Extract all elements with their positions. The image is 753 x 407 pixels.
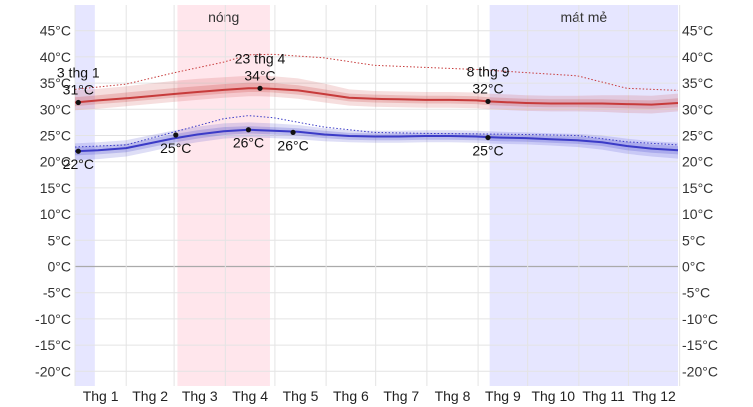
low-line bbox=[74, 128, 679, 153]
ytick-label-left: -15°C bbox=[35, 337, 71, 353]
ytick-label-right: -10°C bbox=[682, 311, 718, 327]
high-band-p10-p90 bbox=[75, 75, 678, 114]
annotation-value: 26°C bbox=[277, 137, 308, 153]
ytick-label-right: 35°C bbox=[682, 75, 713, 91]
annotation-value: 32°C bbox=[472, 80, 503, 96]
ytick-label-right: 20°C bbox=[682, 154, 713, 170]
month-label: Thg 12 bbox=[632, 388, 676, 404]
ytick-label-left: 10°C bbox=[40, 206, 71, 222]
month-label: Thg 9 bbox=[485, 388, 521, 404]
annotation-value: 31°C bbox=[63, 81, 94, 97]
annotation-value: 34°C bbox=[244, 67, 275, 83]
annotation-marker bbox=[245, 127, 252, 133]
annotation-marker bbox=[290, 129, 296, 135]
ytick-label-right: -15°C bbox=[682, 337, 718, 353]
month-label: Thg 8 bbox=[435, 388, 471, 404]
annotation-value: 25°C bbox=[472, 143, 503, 159]
annotation-date: 8 thg 9 bbox=[467, 63, 510, 79]
ytick-label-right: 5°C bbox=[682, 232, 706, 248]
month-label: Thg 10 bbox=[531, 388, 575, 404]
ytick-label-left: 0°C bbox=[48, 259, 72, 275]
ytick-label-right: -20°C bbox=[682, 363, 718, 379]
annotation-date: 3 thg 1 bbox=[57, 64, 100, 80]
ytick-label-left: 25°C bbox=[40, 128, 71, 144]
month-label: Thg 7 bbox=[383, 388, 419, 404]
ytick-label-left: 15°C bbox=[40, 180, 71, 196]
annotation-marker bbox=[485, 98, 491, 105]
ytick-label-left: -20°C bbox=[35, 363, 71, 379]
axis-labels: -20°C -20°C -15°C -15°C -10°C -10°C -5°C -5°C 0°… bbox=[35, 23, 718, 404]
season-band bbox=[75, 5, 95, 386]
annotations: 3 thg 131°C 23 thg 434°C 8 thg 932°C 22°C 25… bbox=[57, 50, 510, 172]
ytick-label-right: 45°C bbox=[682, 23, 713, 39]
month-label: Thg 1 bbox=[83, 388, 119, 404]
ytick-label-right: 30°C bbox=[682, 101, 713, 117]
annotation-marker bbox=[257, 85, 263, 91]
ytick-label-right: 0°C bbox=[682, 259, 706, 275]
season-label: mát mẻ bbox=[560, 9, 607, 25]
ytick-label-right: 10°C bbox=[682, 206, 713, 222]
annotation-date: 23 thg 4 bbox=[235, 50, 286, 66]
month-label: Thg 2 bbox=[132, 388, 168, 404]
annotation-marker bbox=[75, 148, 81, 154]
ytick-label-left: 35°C bbox=[40, 75, 71, 91]
ytick-label-left: 45°C bbox=[40, 23, 71, 39]
annotation-marker bbox=[173, 132, 179, 138]
annotation-value: 26°C bbox=[233, 135, 264, 151]
season-band bbox=[489, 5, 678, 386]
ytick-label-right: 40°C bbox=[682, 49, 713, 65]
month-label: Thg 11 bbox=[582, 388, 625, 404]
annotation-marker bbox=[485, 134, 491, 141]
ytick-label-left: 30°C bbox=[40, 101, 71, 117]
low-band-p25-p75 bbox=[75, 126, 678, 156]
ytick-label-left: -10°C bbox=[35, 311, 71, 327]
ytick-label-right: 15°C bbox=[682, 180, 713, 196]
high-line bbox=[74, 87, 679, 106]
ytick-label-left: -5°C bbox=[43, 285, 71, 301]
month-label: Thg 4 bbox=[232, 388, 268, 404]
ytick-label-left: 40°C bbox=[40, 49, 71, 65]
month-label: Thg 3 bbox=[182, 388, 218, 404]
season-bands: nóng mát mẻ bbox=[75, 5, 678, 386]
annotation-value: 22°C bbox=[63, 156, 94, 172]
record-max-line bbox=[74, 53, 679, 91]
series-lines bbox=[74, 53, 679, 153]
chart-grid bbox=[74, 5, 681, 386]
ytick-label-left: 5°C bbox=[48, 232, 72, 248]
season-label: nóng bbox=[208, 9, 239, 25]
annotation-value: 25°C bbox=[160, 140, 191, 156]
ytick-label-left: 20°C bbox=[40, 154, 71, 170]
month-label: Thg 5 bbox=[283, 388, 319, 404]
month-label: Thg 6 bbox=[333, 388, 369, 404]
ytick-label-right: -5°C bbox=[682, 285, 710, 301]
ytick-label-right: 25°C bbox=[682, 128, 713, 144]
annotation-marker bbox=[75, 99, 81, 106]
